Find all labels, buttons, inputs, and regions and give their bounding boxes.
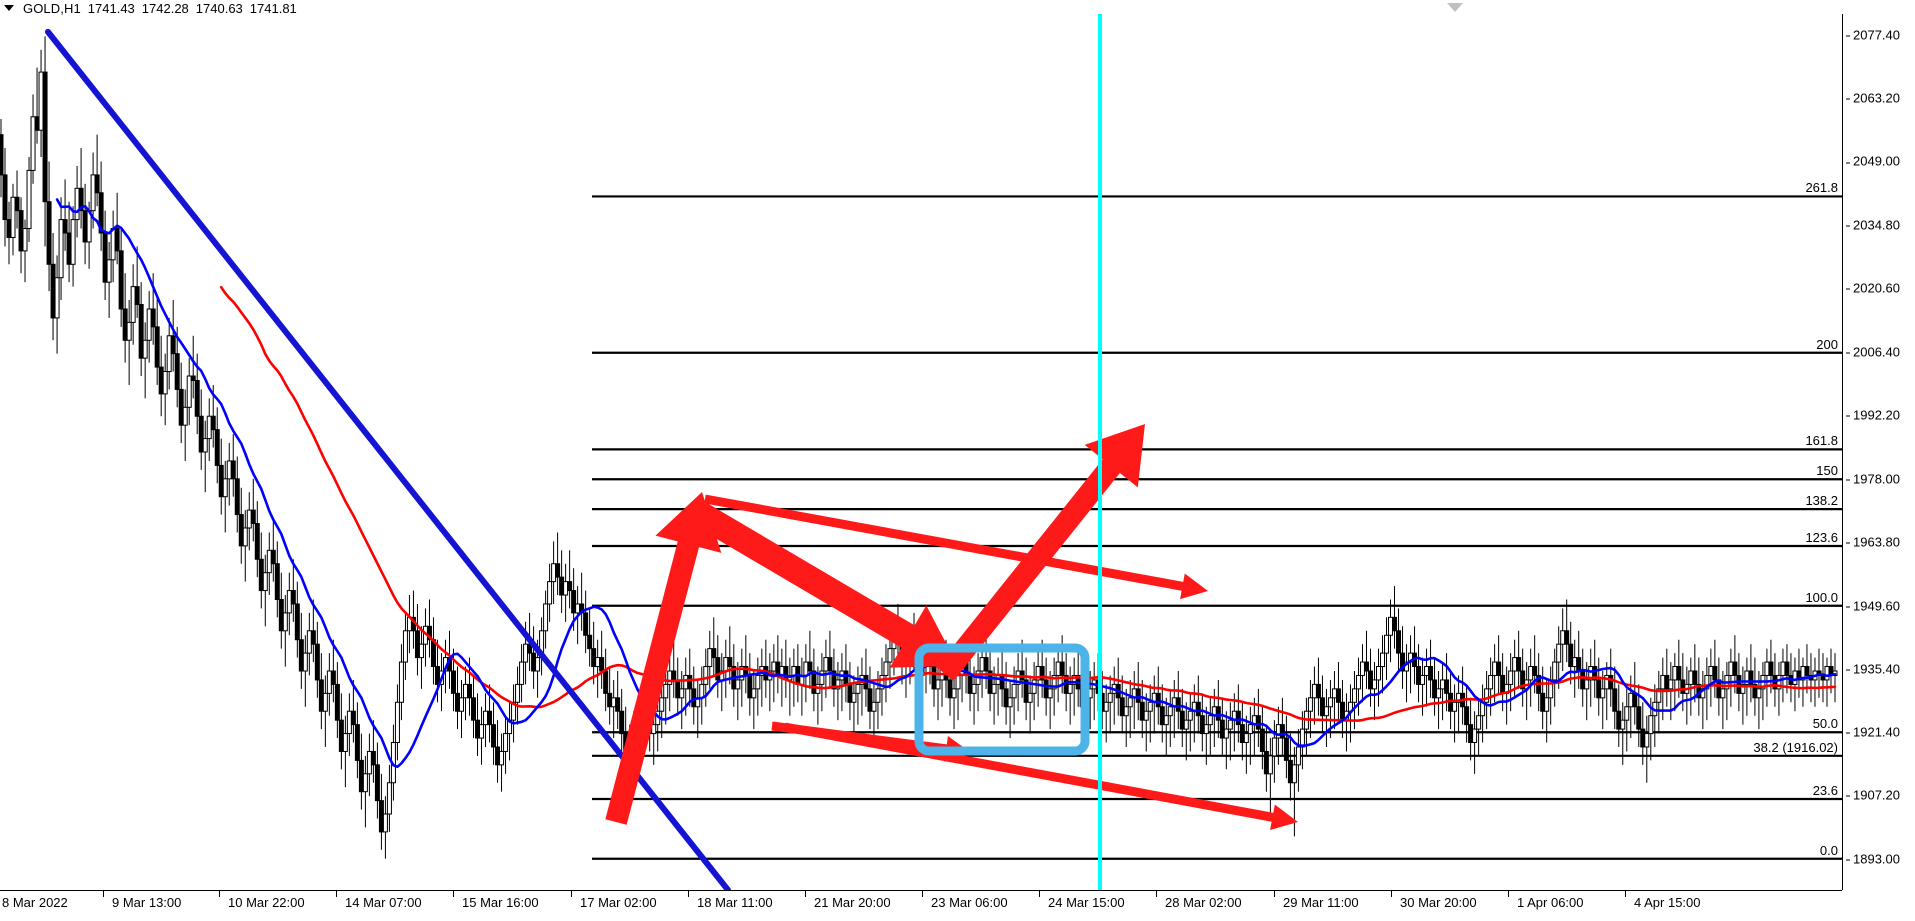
fib-level-label: 0.0	[1819, 842, 1838, 858]
annotations-group	[605, 424, 1298, 831]
time-axis-tick: 28 Mar 02:00	[1156, 890, 1242, 910]
time-axis-tick: 17 Mar 02:00	[571, 890, 657, 910]
fib-level-label: 261.8	[1805, 180, 1838, 196]
time-axis-divider	[0, 890, 1842, 891]
time-axis-tick: 21 Mar 20:00	[805, 890, 891, 910]
quote-bar: GOLD,H1 1741.43 1742.28 1740.63 1741.81	[0, 0, 297, 16]
price-axis-tick: 1907.20	[1846, 788, 1900, 803]
open-price: 1741.43	[87, 0, 135, 16]
price-axis-tick: 2006.40	[1846, 344, 1900, 359]
price-axis-tick: 1949.60	[1846, 598, 1900, 613]
fib-level-label: 138.2	[1805, 493, 1838, 509]
time-axis-tick: 29 Mar 11:00	[1274, 890, 1359, 910]
price-axis-tick: 1963.80	[1846, 535, 1900, 550]
close-price: 1741.81	[249, 0, 297, 16]
price-axis-tick: 2077.40	[1846, 27, 1900, 42]
price-axis-tick: 2020.60	[1846, 281, 1900, 296]
chart-plot-area[interactable]: 261.8 200 161.8 150 138.2 123.6 100.0 50.0 38.2 …	[0, 14, 1842, 890]
time-axis-tick: 4 Apr 15:00	[1625, 890, 1701, 910]
ma-slow-group	[219, 285, 1837, 722]
price-axis-tick: 2034.80	[1846, 217, 1900, 232]
price-axis-tick: 1978.00	[1846, 471, 1900, 486]
time-axis-tick: 9 Mar 13:00	[103, 890, 181, 910]
price-axis-tick: 1992.20	[1846, 408, 1900, 423]
price-axis-tick: 2049.00	[1846, 154, 1900, 169]
time-axis-tick: 24 Mar 15:00	[1039, 890, 1125, 910]
price-axis-tick: 1921.40	[1846, 724, 1900, 739]
fib-level-label: 100.0	[1805, 589, 1838, 605]
price-axis-divider	[1842, 14, 1843, 890]
price-axis-tick: 2063.20	[1846, 91, 1900, 106]
fib-level-label: 161.8	[1805, 433, 1838, 449]
fib-level-label: 38.2 (1916.02)	[1753, 739, 1838, 755]
triangle-down-icon[interactable]	[4, 5, 14, 11]
time-axis-tick: 14 Mar 07:00	[336, 890, 422, 910]
time-axis-tick: 10 Mar 22:00	[219, 890, 305, 910]
price-axis-tick: 1935.40	[1846, 662, 1900, 677]
time-axis-tick: 15 Mar 16:00	[453, 890, 539, 910]
time-axis-tick: 1 Apr 06:00	[1508, 890, 1584, 910]
time-axis-tick: 18 Mar 11:00	[688, 890, 773, 910]
trendline-group	[45, 28, 731, 890]
time-axis-tick: 23 Mar 06:00	[922, 890, 1008, 910]
time-axis-tick: 30 Mar 20:00	[1391, 890, 1477, 910]
symbol-label: GOLD,H1	[23, 0, 81, 16]
fib-level-label: 23.6	[1812, 783, 1838, 798]
low-price: 1740.63	[195, 0, 243, 16]
fib-level-label: 150	[1816, 463, 1838, 479]
candlesticks-group	[0, 36, 1838, 859]
fibonacci-levels-group	[592, 195, 1842, 860]
time-axis-tick: 8 Mar 2022	[2, 895, 68, 910]
fib-level-label: 123.6	[1805, 530, 1838, 546]
time-axis[interactable]: 8 Mar 2022 9 Mar 13:00 10 Mar 22:00 14 Mar …	[0, 890, 1915, 921]
fib-level-label: 200	[1816, 336, 1838, 352]
fib-level-label: 50.0	[1812, 716, 1838, 732]
price-axis-tick: 1893.00	[1846, 851, 1900, 866]
price-axis[interactable]: 2077.40 2063.20 2049.00 2034.80 2020.60 2006.…	[1842, 0, 1915, 890]
chart-end-marker[interactable]	[1447, 3, 1463, 12]
price-chart-svg	[0, 14, 1842, 890]
high-price: 1742.28	[141, 0, 189, 16]
